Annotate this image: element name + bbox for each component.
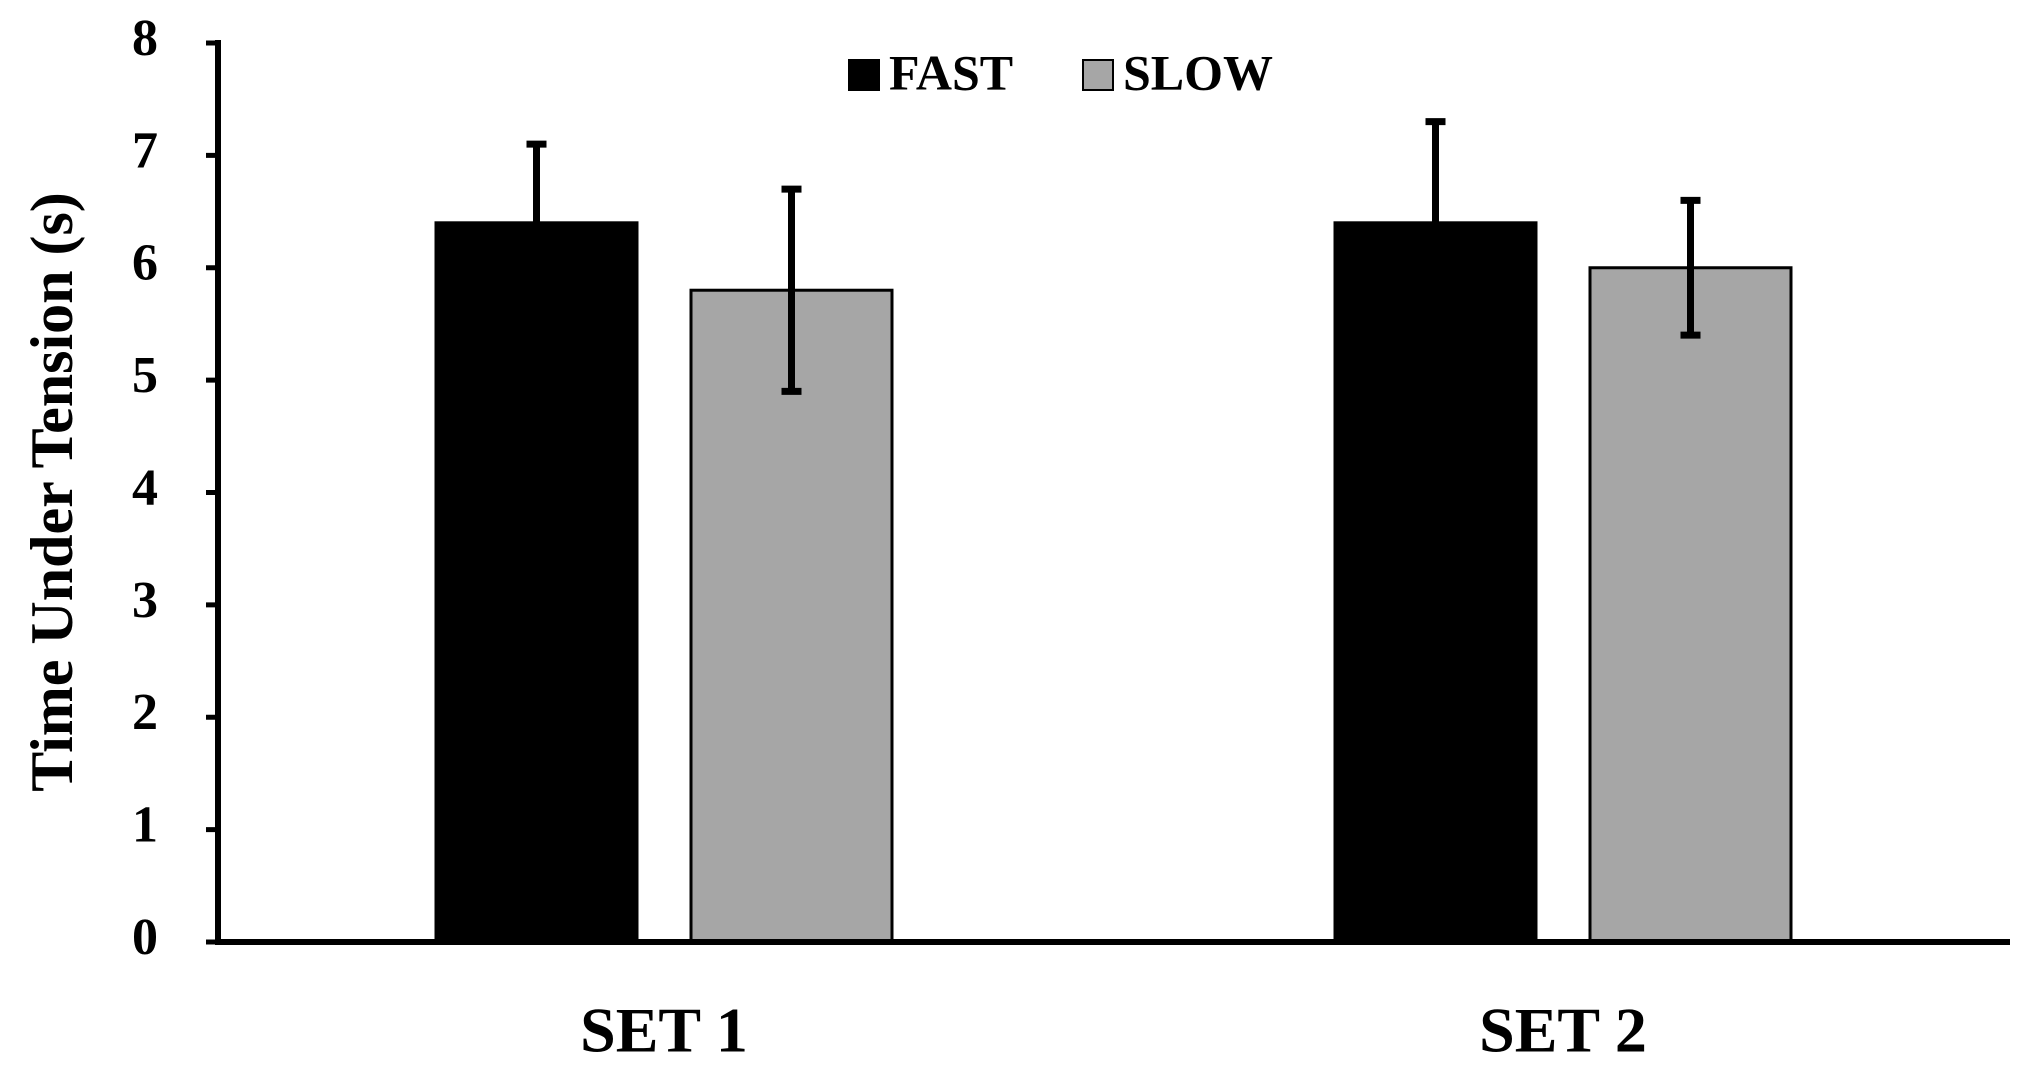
error-bar: [526, 140, 547, 305]
y-tick-label: 3: [132, 572, 158, 629]
bar: [1333, 221, 1538, 944]
y-tick-label: 1: [132, 797, 158, 854]
y-tick-label: 6: [132, 235, 158, 292]
error-bar: [1425, 118, 1446, 328]
legend-swatch: [848, 59, 880, 91]
legend-label: FAST: [889, 44, 1013, 100]
y-tick-label: 4: [132, 459, 158, 516]
x-tick-label: SET 1: [580, 995, 748, 1066]
y-tick-label: 7: [132, 122, 158, 179]
bar: [1588, 266, 1793, 944]
bar: [434, 221, 639, 944]
legend-label: SLOW: [1123, 44, 1273, 100]
x-tick-label: SET 2: [1479, 995, 1647, 1066]
y-tick-label: 2: [132, 684, 158, 741]
y-tick-label: 0: [132, 909, 158, 966]
y-tick-label: 8: [132, 10, 158, 67]
legend-swatch: [1082, 59, 1114, 91]
y-axis-label: Time Under Tension (s): [19, 192, 85, 792]
y-tick-label: 5: [132, 347, 158, 404]
error-bar: [781, 185, 802, 395]
bar: [689, 288, 894, 944]
error-bar: [1680, 196, 1701, 339]
